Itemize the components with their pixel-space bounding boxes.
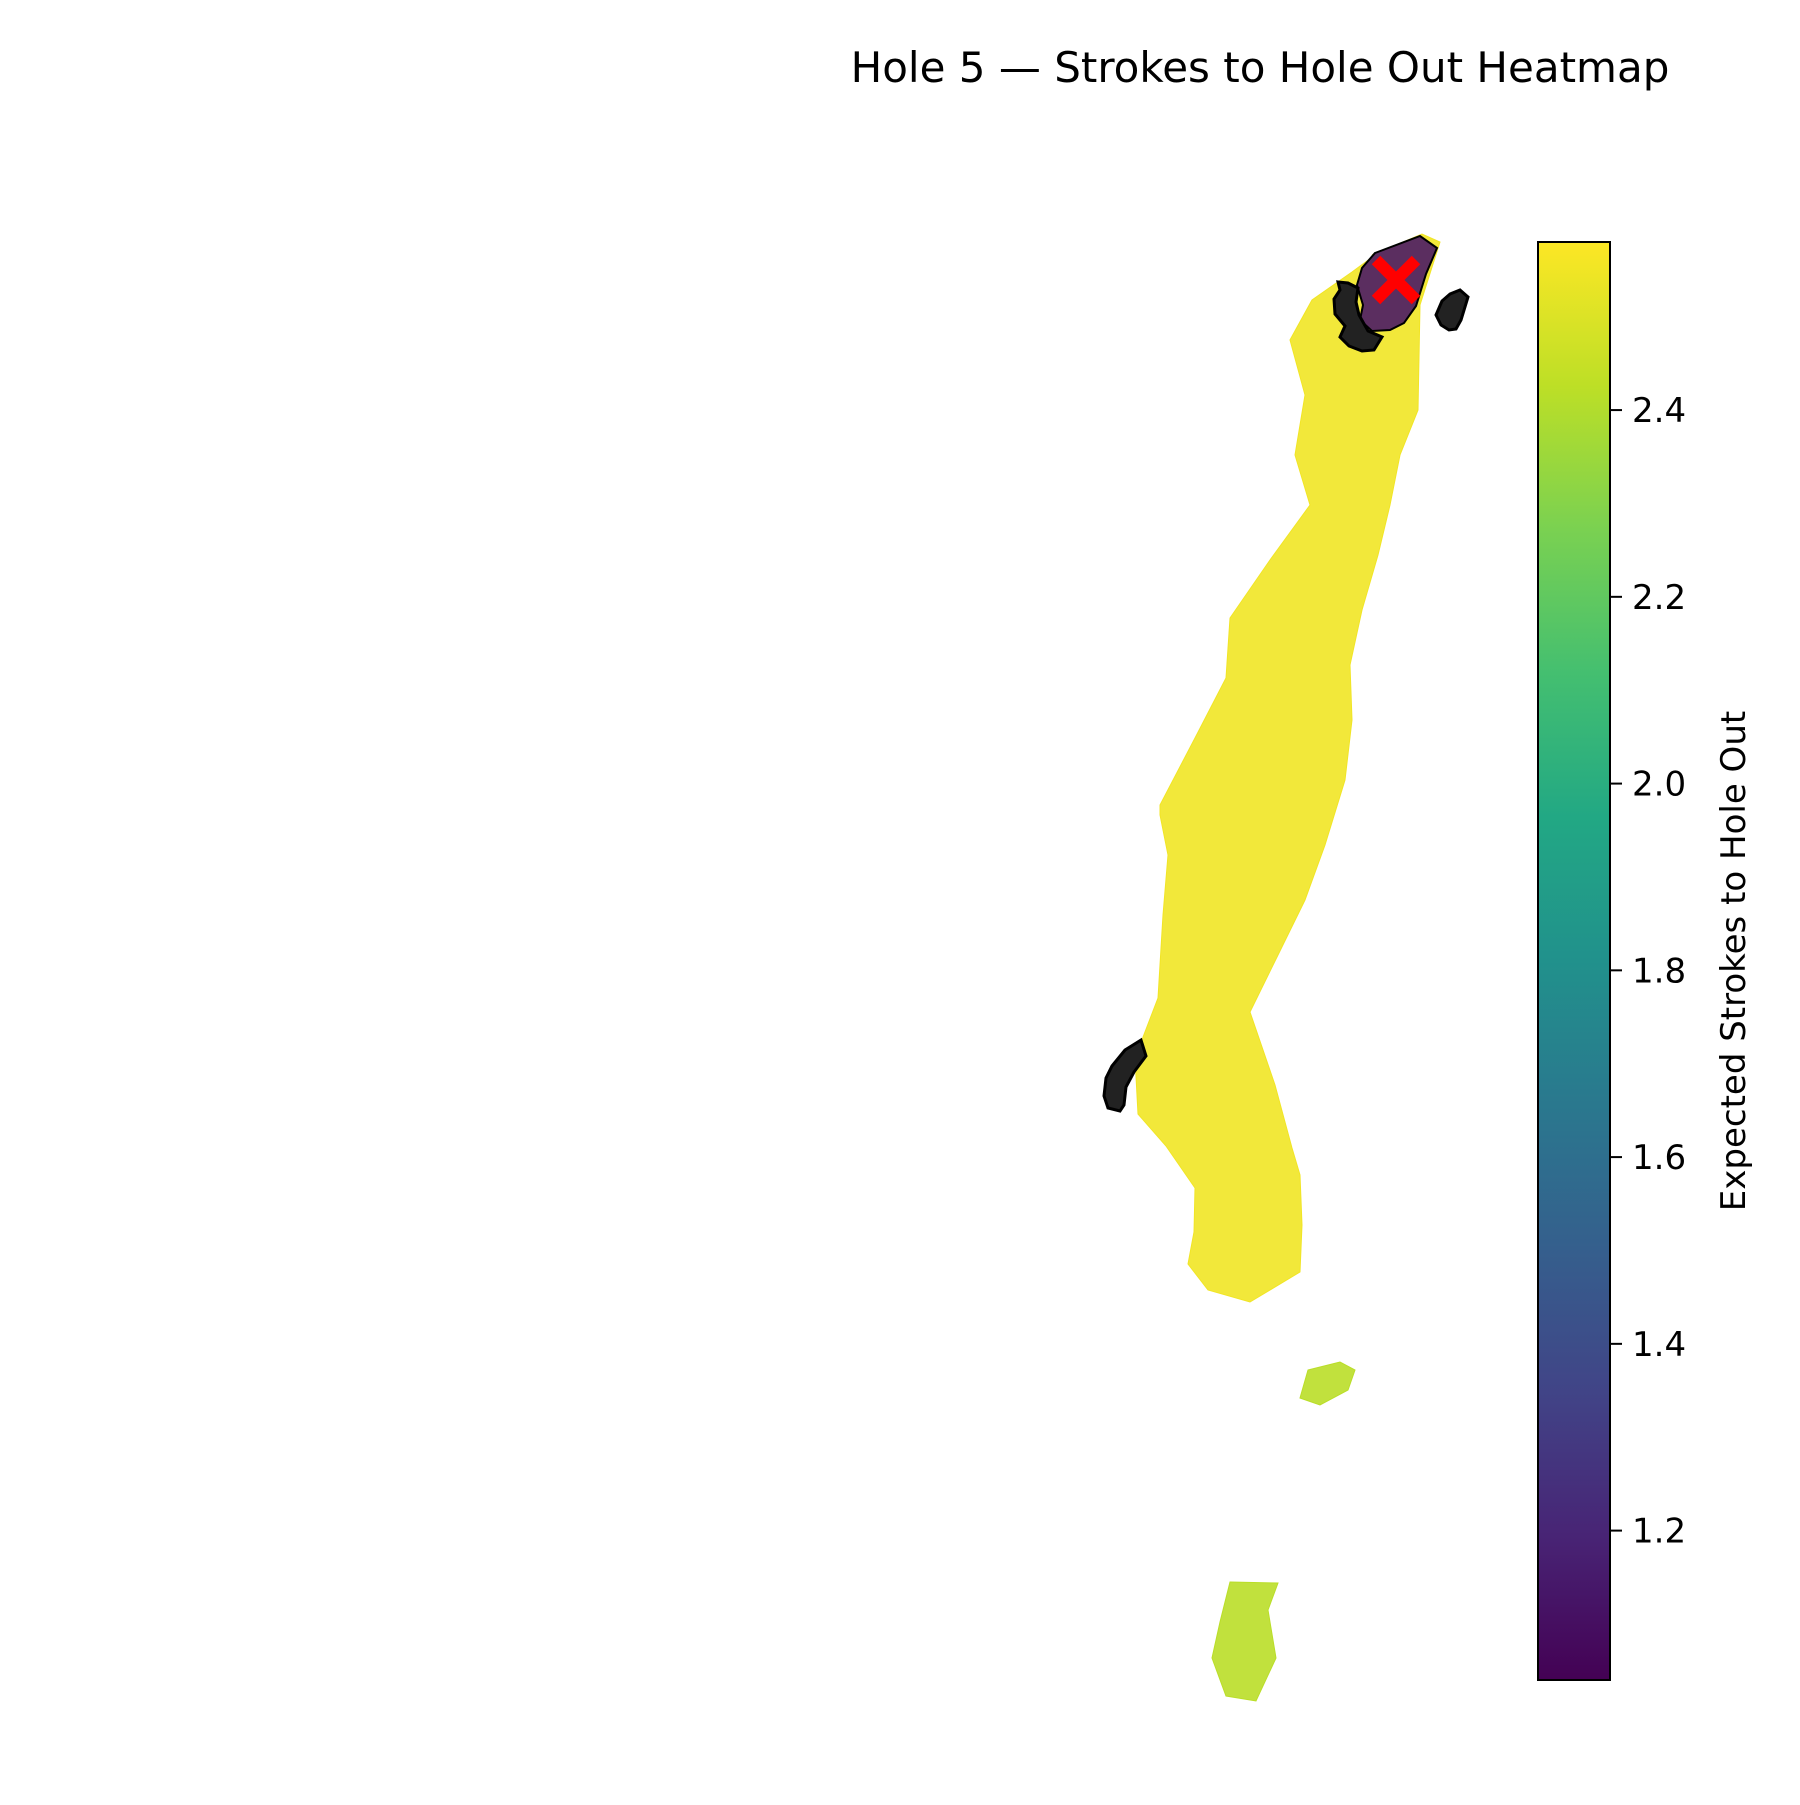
colorbar-tick-label: 2.0 [1632, 765, 1686, 805]
colorbar-ticks: 1.2 1.4 1.6 1.8 2.0 2.2 2.4 [1610, 391, 1686, 1552]
colorbar-tick-label: 1.8 [1632, 951, 1686, 991]
colorbar-gradient [1537, 241, 1611, 1681]
colorbar-tick-label: 1.6 [1632, 1138, 1686, 1178]
colorbar-label: Expected Strokes to Hole Out [1714, 711, 1754, 1211]
colorbar-tick-label: 2.4 [1632, 391, 1686, 431]
colorbar-tick-label: 2.2 [1632, 578, 1686, 618]
course-regions [1102, 233, 1470, 1702]
chart-title: Hole 5 — Strokes to Hole Out Heatmap [851, 43, 1670, 92]
pin-marker-layer [1371, 255, 1421, 305]
pin-marker [1371, 255, 1421, 305]
colorbar-tick-label: 1.2 [1632, 1512, 1686, 1552]
colorbar: 1.2 1.4 1.6 1.8 2.0 2.2 2.4 Expected Strokes t… [1537, 241, 1754, 1681]
region-tee-box-back [1211, 1581, 1279, 1702]
region-bunker-left-fairway [1102, 1037, 1148, 1113]
region-fairway [1134, 233, 1441, 1303]
colorbar-tick-label: 1.4 [1632, 1325, 1686, 1365]
region-bunker-green-right [1434, 288, 1470, 332]
region-tee-box-front [1299, 1361, 1356, 1406]
region-bunker-green-left [1332, 280, 1385, 353]
